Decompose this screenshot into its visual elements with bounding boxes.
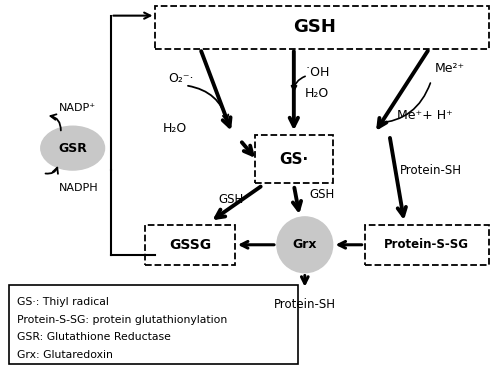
Ellipse shape <box>41 126 104 170</box>
Text: GSH: GSH <box>218 194 244 206</box>
Text: Protein-S-SG: Protein-S-SG <box>384 238 469 251</box>
Text: Grx: Grx <box>292 238 317 251</box>
Ellipse shape <box>277 217 332 273</box>
Text: NADP⁺: NADP⁺ <box>58 103 96 113</box>
Text: GSH: GSH <box>294 18 336 36</box>
Text: Me⁺+ H⁺: Me⁺+ H⁺ <box>398 109 453 122</box>
Bar <box>9 285 298 364</box>
Text: ˙OH: ˙OH <box>305 66 330 79</box>
Text: GS·: Thiyl radical: GS·: Thiyl radical <box>17 297 109 307</box>
Text: H₂O: H₂O <box>305 87 329 100</box>
Text: Me²⁺: Me²⁺ <box>434 62 464 75</box>
Text: Grx: Glutaredoxin: Grx: Glutaredoxin <box>17 350 113 360</box>
Bar <box>146 225 235 265</box>
Text: NADPH: NADPH <box>58 183 98 193</box>
Text: O₂⁻‧: O₂⁻‧ <box>168 72 194 85</box>
Text: GS·: GS· <box>280 152 308 166</box>
Text: GSR: Glutathione Reductase: GSR: Glutathione Reductase <box>17 332 171 343</box>
Text: Protein-S-SG: protein glutathionylation: Protein-S-SG: protein glutathionylation <box>17 314 227 324</box>
Text: H₂O: H₂O <box>162 122 186 135</box>
Text: GSR: GSR <box>58 142 87 155</box>
Bar <box>156 6 489 48</box>
Bar <box>255 135 332 183</box>
Text: Protein-SH: Protein-SH <box>274 298 336 311</box>
Bar <box>364 225 489 265</box>
Text: Protein-SH: Protein-SH <box>400 164 462 176</box>
Text: GSSG: GSSG <box>169 238 212 252</box>
Text: GSH: GSH <box>310 188 335 201</box>
